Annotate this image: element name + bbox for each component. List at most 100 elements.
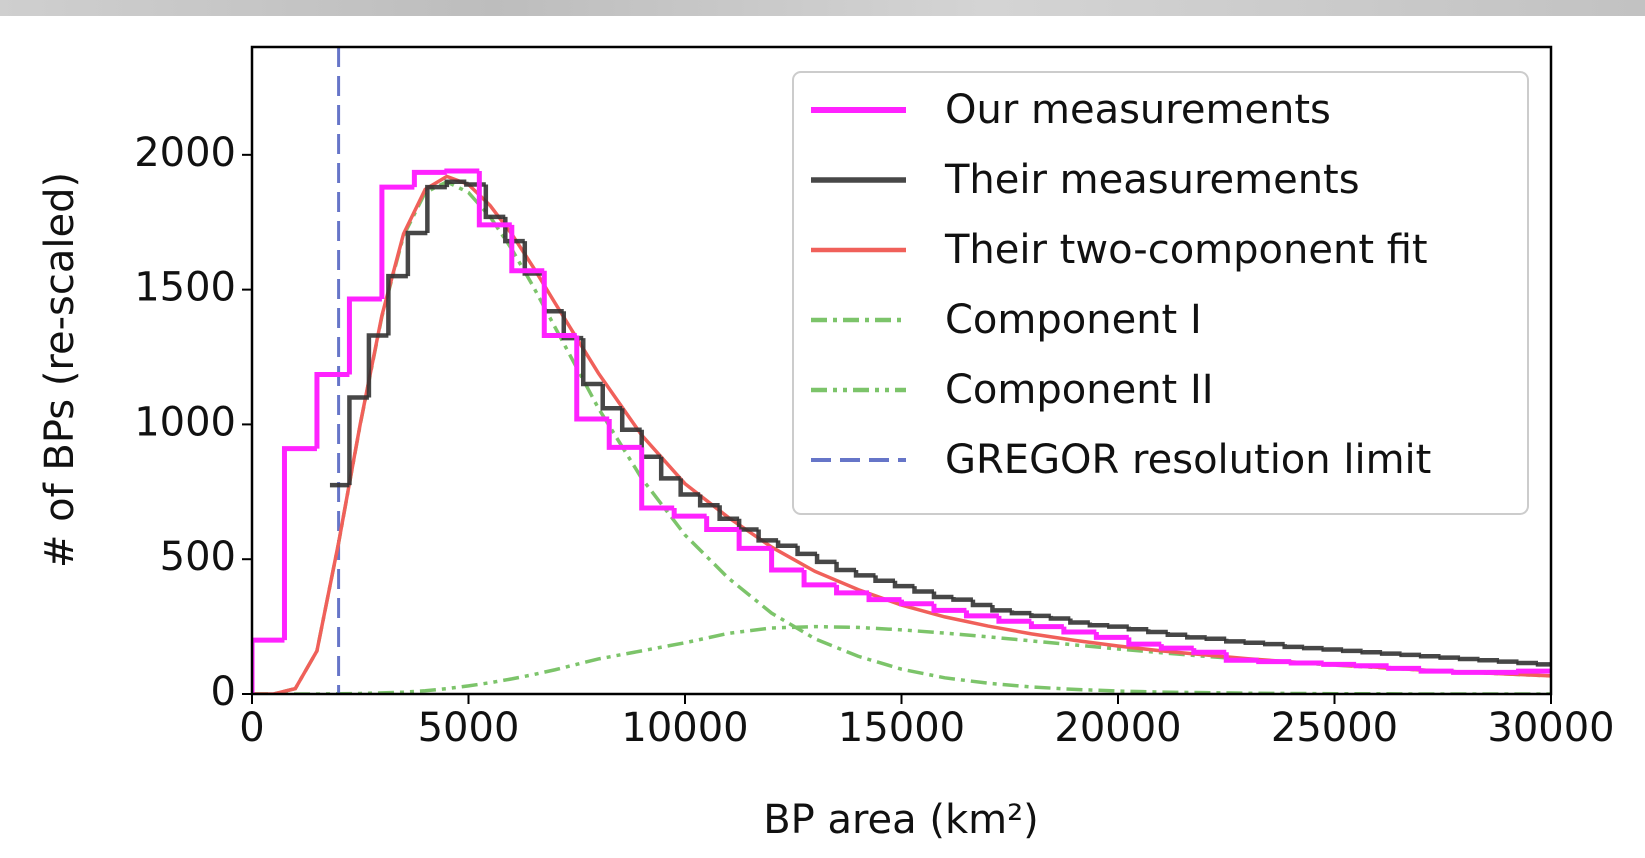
histogram-step [1451, 669, 1487, 675]
histogram-step [639, 447, 675, 511]
histogram-step [1256, 659, 1292, 665]
histogram-step [1301, 645, 1324, 651]
y-tick-label: 0 [211, 669, 236, 715]
histogram-step [379, 184, 415, 300]
histogram-step [281, 446, 317, 641]
histogram-step [1146, 629, 1168, 635]
histogram-step [931, 591, 954, 600]
histogram-step [717, 505, 740, 522]
histogram-step [658, 456, 681, 481]
histogram-step [1185, 634, 1207, 640]
histogram-step [509, 224, 545, 274]
histogram-step [1516, 660, 1539, 666]
histogram-step [606, 419, 642, 450]
histogram-step [1165, 631, 1188, 637]
x-axis-label: BP area (km²) [763, 797, 1039, 843]
histogram-step [405, 230, 428, 277]
histogram-step [1321, 647, 1344, 652]
histogram-step [1288, 660, 1324, 666]
histogram-step [1126, 637, 1162, 647]
x-tick-label: 5000 [418, 705, 520, 751]
histogram-step [1126, 626, 1149, 632]
histogram-step [1438, 655, 1461, 660]
histogram-step [736, 518, 759, 532]
histogram-step [671, 507, 707, 519]
histogram-step [522, 241, 545, 276]
histogram-step [899, 599, 934, 607]
histogram-step [574, 335, 610, 422]
histogram-step [866, 592, 902, 603]
histogram-step [1107, 624, 1129, 629]
histogram-step [736, 529, 772, 551]
histogram-step [912, 586, 934, 594]
y-axis-label: # of BPs (re-scaled) [37, 172, 83, 568]
background-strip [0, 0, 1645, 16]
x-tick-label: 10000 [621, 705, 748, 751]
histogram-step [1386, 665, 1422, 671]
fit-curve [252, 624, 1551, 694]
legend-label: GREGOR resolution limit [945, 437, 1431, 483]
histogram-step [580, 338, 603, 387]
histogram-step [411, 169, 447, 188]
histogram-step [951, 596, 973, 602]
legend-label: Component I [945, 297, 1202, 343]
legend-label: Their two-component fit [944, 227, 1428, 273]
histogram-step [1009, 610, 1032, 616]
histogram-step [1477, 658, 1500, 663]
legend-label: Their measurements [944, 157, 1360, 203]
histogram-step [1262, 641, 1285, 647]
histogram-step [1321, 661, 1357, 667]
histogram-step [1243, 640, 1266, 646]
histogram-step [386, 273, 408, 336]
histogram-step [1061, 626, 1097, 635]
histogram-step [1191, 648, 1227, 655]
y-tick-label: 2000 [134, 130, 236, 176]
histogram-step [795, 545, 818, 557]
histogram-step [1224, 638, 1246, 644]
histogram-step [464, 181, 486, 187]
histogram-step [814, 553, 837, 565]
x-tick-label: 25000 [1271, 705, 1398, 751]
histogram-step [1028, 621, 1064, 630]
histogram-step [314, 372, 350, 449]
histogram-step [476, 171, 512, 228]
histogram-step [990, 605, 1012, 613]
histogram-step [366, 333, 389, 398]
histogram-step [1353, 663, 1389, 669]
histogram-step [1496, 659, 1519, 664]
histogram-step [346, 296, 382, 375]
histogram-step [756, 529, 779, 543]
histogram-step [873, 575, 896, 584]
histogram-step [1093, 631, 1129, 640]
x-tick-label: 0 [239, 705, 264, 751]
histogram-step [801, 569, 837, 588]
histogram-step [963, 610, 999, 619]
histogram-step [619, 408, 642, 433]
histogram-step [1223, 652, 1259, 663]
legend-label: Component II [945, 367, 1214, 413]
histogram-step [444, 179, 467, 188]
histogram-step [347, 395, 369, 486]
histogram-step [1457, 656, 1480, 662]
histogram-step [1158, 644, 1194, 651]
histogram-step [1360, 649, 1383, 655]
histogram-step [1029, 613, 1051, 619]
histogram-step [1399, 652, 1422, 658]
histogram-step [834, 561, 857, 573]
histogram-step [483, 184, 506, 220]
legend-label: Our measurements [945, 87, 1331, 133]
x-tick-label: 20000 [1054, 705, 1181, 751]
plot-area [252, 47, 1551, 694]
y-tick-label: 1000 [134, 399, 236, 445]
histogram-step [853, 569, 876, 578]
x-tick-label: 30000 [1487, 705, 1614, 751]
histogram-step [834, 584, 870, 596]
y-tick-label: 1500 [134, 265, 236, 311]
histogram-step [775, 540, 798, 548]
histogram-step [1516, 668, 1551, 674]
histogram-step [931, 603, 967, 613]
histogram-step [1379, 651, 1402, 656]
histogram-step [600, 383, 623, 411]
